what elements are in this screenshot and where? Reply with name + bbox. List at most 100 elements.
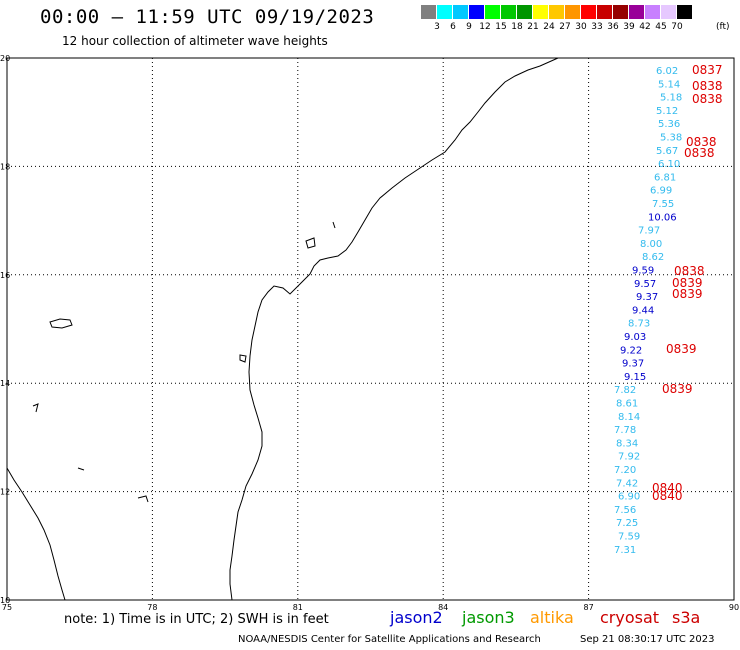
map-frame [6,57,735,601]
swh-value: 9.37 [622,359,644,370]
altimeter-passes: 6.02 5.14 5.18 5.12 5.36 5.38 5.67 6.10 6.81 6.99… [614,66,682,556]
color-swatch-1 [437,5,453,19]
swh-value: 7.59 [618,532,640,543]
color-scale-tick: 12 [479,22,491,32]
color-swatch-10 [581,5,597,19]
coastline-india-east [229,57,559,601]
map-title: 00:00 – 11:59 UTC 09/19/2023 [40,6,375,28]
mission-label-altika: altika [530,608,574,627]
color-swatch-8 [549,5,565,19]
color-swatch-3 [469,5,485,19]
color-scale-tick: 24 [543,22,555,32]
color-scale-tick: 45 [655,22,667,32]
color-scale-tick: 30 [575,22,587,32]
color-swatch-4 [485,5,501,19]
swh-value: 5.38 [660,133,682,144]
mission-label-s3a: s3a [672,608,701,627]
swh-value: 5.12 [656,106,678,117]
island-6 [137,495,149,503]
color-swatch-15 [661,5,677,19]
lat-tick-label: 20 [0,54,10,63]
swh-value: 5.14 [658,79,680,90]
swh-value: 10.06 [648,212,677,223]
color-swatch-0 [421,5,437,19]
swh-value: 6.10 [658,159,680,170]
swh-value: 8.61 [616,399,638,410]
color-swatch-2 [453,5,469,19]
lon-tick-label: 84 [438,603,448,612]
island-4 [239,354,247,363]
lon-tick-label: 90 [729,603,739,612]
color-swatch-12 [613,5,629,19]
island-3 [332,221,336,229]
color-scale-tick: 36 [607,22,619,32]
footer-note: note: 1) Time is in UTC; 2) SWH is in fe… [64,612,329,627]
color-swatch-11 [597,5,613,19]
coastline [6,57,559,601]
cryosat-time-tag: 0838 [692,79,723,93]
swh-value: 7.20 [614,465,636,476]
swh-value: 8.62 [642,252,664,263]
swh-value: 7.31 [614,545,636,556]
island-1 [49,318,73,329]
mission-label-jason3: jason3 [462,608,515,627]
swh-value: 5.36 [658,119,680,130]
cryosat-time-tags: 0837083808380838083808380839083908390839… [652,63,723,503]
color-scale-tick: 9 [466,22,472,32]
color-scale-tick: 33 [591,22,603,32]
cryosat-time-tag: 0839 [662,382,693,396]
lat-tick-label: 14 [0,379,10,388]
color-swatch-14 [645,5,661,19]
swh-value: 5.67 [656,146,678,157]
swh-value: 9.44 [632,305,654,316]
color-scale-tick: 70 [671,22,683,32]
swh-value: 6.02 [656,66,678,77]
cryosat-time-tag: 0838 [684,146,715,160]
color-swatch-5 [501,5,517,19]
swh-value: 7.55 [652,199,674,210]
lon-tick-label: 75 [2,603,12,612]
cryosat-time-tag: 0838 [692,92,723,106]
color-scale-ticks: 3 6 9 12 15 18 21 24 27 30 33 36 39 42 45 70 [421,22,685,32]
credit-line: NOAA/NESDIS Center for Satellite Applica… [238,634,541,645]
swh-value: 6.81 [654,172,676,183]
color-swatch-6 [517,5,533,19]
swh-value: 7.97 [638,226,660,237]
mission-label-jason2: jason2 [390,608,443,627]
axis-tick-labels: 75 78 81 84 87 90 20 18 16 14 12 10 [0,54,739,612]
lon-tick-label: 78 [147,603,157,612]
lon-tick-label: 81 [293,603,303,612]
color-scale-bar [421,5,693,19]
cryosat-time-tag: 0838 [674,264,705,278]
generation-timestamp: Sep 21 08:30:17 UTC 2023 [580,634,715,645]
coastline-west-tip [6,467,66,601]
swh-value: 7.92 [618,452,640,463]
color-scale-tick: 42 [639,22,651,32]
island-7 [77,467,85,471]
swh-value: 8.73 [628,319,650,330]
swh-value: 9.59 [632,266,654,277]
swh-value: 9.22 [620,345,642,356]
swh-value: 9.03 [624,332,646,343]
swh-value: 9.57 [634,279,656,290]
cryosat-time-tag: 0840 [652,489,683,503]
swh-value: 8.34 [616,438,638,449]
color-scale-tick: 15 [495,22,507,32]
cryosat-time-tag: 0837 [692,63,723,77]
cryosat-time-tag: 0838 [686,135,717,149]
island-5 [32,403,39,413]
lon-tick-label: 87 [584,603,594,612]
map-subtitle: 12 hour collection of altimeter wave hei… [62,34,328,48]
color-scale-tick: 27 [559,22,571,32]
cryosat-time-tag: 0839 [666,342,697,356]
lat-tick-label: 12 [0,488,10,497]
swh-value: 6.99 [650,186,672,197]
color-scale-tick: 6 [450,22,456,32]
swh-value: 8.00 [640,239,662,250]
swh-value: 7.82 [614,385,636,396]
color-scale-tick: 3 [434,22,440,32]
color-scale-unit: (ft) [716,22,730,32]
cryosat-time-tag: 0840 [652,481,683,495]
cryosat-time-tag: 0839 [672,287,703,301]
